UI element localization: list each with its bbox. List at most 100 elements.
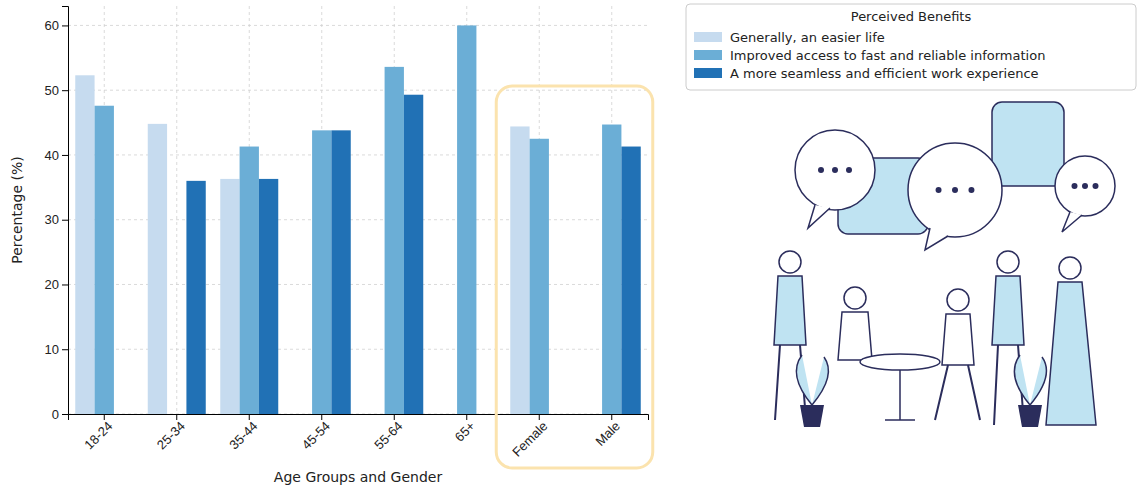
x-axis-title: Age Groups and Gender xyxy=(274,469,443,485)
chart: 010203040506018-2425-3435-4445-5455-6465… xyxy=(0,0,1141,490)
illustration xyxy=(774,102,1115,427)
tick-mark xyxy=(62,349,68,350)
tick-mark xyxy=(62,220,68,221)
speech-tail xyxy=(808,205,830,228)
grid xyxy=(68,6,648,414)
legend-label: Generally, an easier life xyxy=(730,30,885,45)
bar xyxy=(259,179,278,414)
bar xyxy=(220,179,239,414)
tick-mark xyxy=(62,284,68,285)
tick: 65+ xyxy=(452,414,478,445)
tick-label: 55-64 xyxy=(371,418,405,452)
tick-label: 65+ xyxy=(452,418,478,444)
bar xyxy=(385,67,404,414)
speech-dot xyxy=(952,187,958,193)
tick: 30 xyxy=(45,212,68,227)
tick-label: 25-34 xyxy=(154,418,188,452)
plant-pot xyxy=(1018,405,1042,427)
tick-label: 0 xyxy=(52,407,59,422)
tick-label: 35-44 xyxy=(226,418,260,452)
tick: 35-44 xyxy=(226,414,260,452)
table-leg xyxy=(885,370,915,420)
plant-leaves xyxy=(796,355,828,405)
speech-tail xyxy=(1062,212,1082,232)
bars xyxy=(75,25,641,414)
bar xyxy=(457,25,476,414)
tick-label: 60 xyxy=(45,18,59,33)
tick-mark xyxy=(62,25,68,26)
tick-label: Male xyxy=(592,418,623,449)
person-head xyxy=(1059,257,1081,279)
plant-pot xyxy=(800,405,824,427)
tick: Male xyxy=(592,414,623,449)
speech-dot xyxy=(1093,183,1099,189)
bar xyxy=(621,147,640,414)
axis-line xyxy=(62,7,69,415)
bar xyxy=(510,126,529,414)
grid-line-y xyxy=(68,90,648,91)
legend-swatch xyxy=(694,50,722,60)
speech-dot xyxy=(832,167,838,173)
speech-dot xyxy=(936,187,942,193)
axis-line xyxy=(69,415,649,421)
tick-label: Female xyxy=(509,418,550,459)
person-body xyxy=(992,276,1024,345)
speech-bubble xyxy=(1055,156,1115,216)
y-axis-title: Percentage (%) xyxy=(9,156,25,263)
plant-leaves xyxy=(1014,355,1046,405)
person-body xyxy=(1046,282,1096,425)
tick-label: 45-54 xyxy=(299,418,333,452)
tick: 25-34 xyxy=(154,414,188,452)
tick-label: 30 xyxy=(45,212,59,227)
bar xyxy=(186,181,205,414)
tick-label: 10 xyxy=(45,342,59,357)
tick-label: 50 xyxy=(45,83,59,98)
legend: Perceived Benefits Generally, an easier l… xyxy=(686,4,1136,90)
person-body xyxy=(838,312,872,360)
tick: 50 xyxy=(45,83,68,98)
bar xyxy=(602,125,621,414)
bar xyxy=(404,95,423,414)
person-legs xyxy=(935,365,980,420)
bar xyxy=(75,75,94,414)
person-head xyxy=(779,251,801,273)
bar xyxy=(148,124,167,414)
legend-label: Improved access to fast and reliable inf… xyxy=(730,48,1045,63)
legend-frame xyxy=(686,4,1136,90)
speech-dot xyxy=(818,167,824,173)
bar xyxy=(530,139,549,414)
person-head xyxy=(997,251,1019,273)
person-head xyxy=(844,287,866,309)
tick: 18-24 xyxy=(81,414,115,452)
bar xyxy=(312,130,331,414)
speech-dot xyxy=(968,187,974,193)
tick-mark xyxy=(62,414,68,415)
tick: 10 xyxy=(45,342,68,357)
y-axis: 0102030405060 xyxy=(45,7,69,422)
tick: 55-64 xyxy=(371,414,405,452)
speech-bubble xyxy=(795,130,875,210)
bar xyxy=(95,106,114,414)
tick-label: 20 xyxy=(45,277,59,292)
legend-swatch xyxy=(694,68,722,78)
table xyxy=(860,354,940,370)
tick-mark xyxy=(62,155,68,156)
grid-line-x xyxy=(176,6,177,414)
tick: Female xyxy=(509,414,550,460)
person-head xyxy=(947,289,969,311)
speech-dot xyxy=(846,167,852,173)
person-body xyxy=(774,276,806,345)
speech-bubble xyxy=(908,143,1002,237)
legend-swatch xyxy=(694,32,722,42)
grid-line-y xyxy=(68,25,648,26)
speech-bubble xyxy=(992,102,1064,186)
tick: 60 xyxy=(45,18,68,33)
legend-title: Perceived Benefits xyxy=(851,9,972,24)
tick: 45-54 xyxy=(299,414,333,452)
bar xyxy=(240,147,259,414)
highlight-box xyxy=(496,86,653,468)
speech-tail xyxy=(925,228,948,250)
person-body xyxy=(942,314,974,365)
legend-label: A more seamless and efficient work exper… xyxy=(730,66,1039,81)
tick-label: 18-24 xyxy=(81,418,115,452)
